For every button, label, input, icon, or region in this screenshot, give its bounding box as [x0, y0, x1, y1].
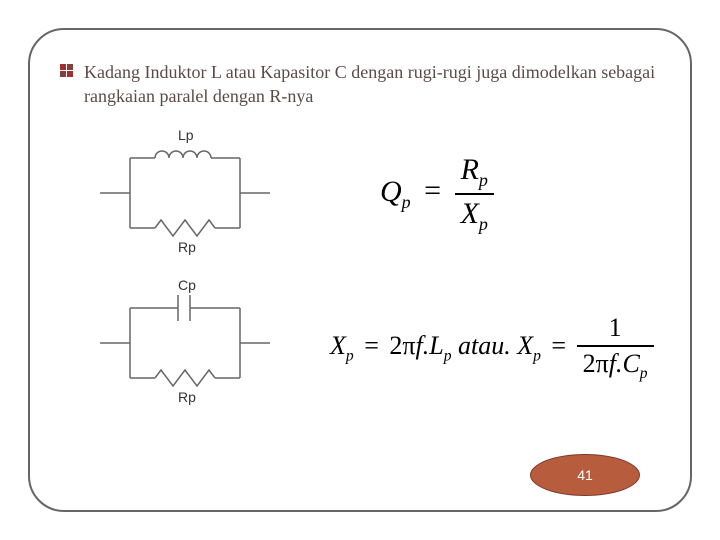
eq-q-lhs: Q	[380, 174, 402, 207]
resistor-label-1: Rp	[178, 239, 196, 255]
eq-x-rhs1-prefix: 2π	[389, 331, 415, 360]
bullet-icon	[60, 64, 74, 78]
slide-frame: Kadang Induktor L atau Kapasitor C denga…	[28, 28, 692, 512]
circuit-inductor-parallel: Lp Rp	[100, 133, 280, 268]
eq-x-den-sub: p	[640, 365, 648, 382]
equals-sign-3: =	[551, 331, 566, 360]
eq-q-den: X	[461, 197, 479, 230]
eq-q-num-sub: p	[479, 170, 488, 190]
eq-q-fraction: Rp Xp	[455, 153, 494, 235]
eq-x-den-var: f.C	[609, 349, 640, 378]
eq-q-den-sub: p	[479, 214, 488, 234]
capacitor-label: Cp	[178, 277, 196, 293]
inductor-label: Lp	[178, 127, 194, 143]
eq-x-rhs1-var: f.L	[416, 331, 444, 360]
bullet-row: Kadang Induktor L atau Kapasitor C denga…	[60, 60, 660, 109]
eq-x-num: 1	[577, 313, 654, 347]
eq-x-den-prefix: 2π	[583, 349, 609, 378]
eq-x-lhs2: X	[517, 331, 533, 360]
resistor-label-2: Rp	[178, 389, 196, 405]
circuit-capacitor-parallel: Cp Rp	[100, 283, 280, 418]
equation-x: Xp = 2πf.Lp atau. Xp = 1 2πf.Cp	[330, 313, 654, 383]
page-number: 41	[577, 467, 593, 483]
equation-q: Qp = Rp Xp	[380, 153, 494, 235]
eq-x-lhs1: X	[330, 331, 346, 360]
equals-sign: =	[424, 174, 441, 207]
eq-q-lhs-sub: p	[402, 191, 411, 211]
eq-x-lhs2-sub: p	[533, 347, 541, 364]
bullet-text: Kadang Induktor L atau Kapasitor C denga…	[84, 60, 660, 109]
content-area: Lp Rp	[60, 123, 660, 473]
eq-q-num: R	[461, 153, 479, 186]
page-number-badge: 41	[530, 454, 640, 496]
eq-x-join: atau.	[458, 331, 511, 360]
eq-x-lhs1-sub: p	[346, 347, 354, 364]
eq-x-rhs1-sub: p	[444, 347, 452, 364]
eq-x-fraction: 1 2πf.Cp	[577, 313, 654, 383]
equals-sign-2: =	[364, 331, 379, 360]
